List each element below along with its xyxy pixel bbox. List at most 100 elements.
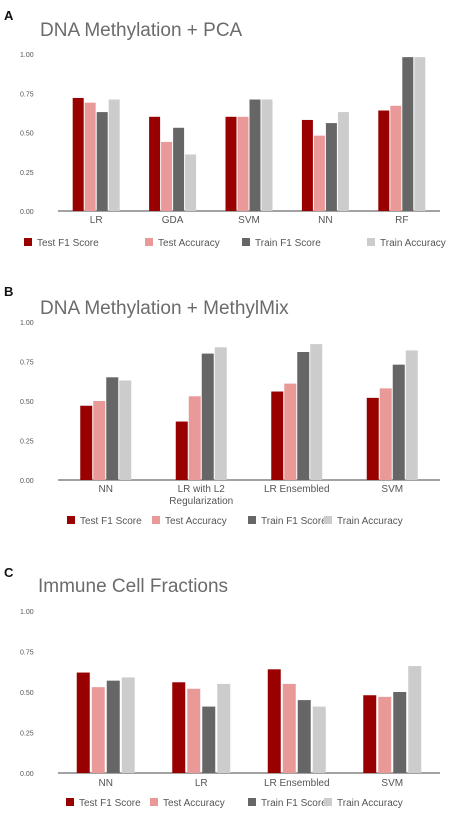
bar-test-accuracy [378,696,392,773]
bar-test-f1-score [366,397,379,480]
legend-swatch [248,798,256,806]
legend-label: Test F1 Score [79,798,141,809]
y-tick-label: 0.75 [20,91,34,98]
bar-test-f1-score [271,391,284,480]
bar-train-f1-score [297,352,310,480]
bar-test-f1-score [149,116,161,211]
bar-train-f1-score [402,57,414,211]
bar-train-accuracy [119,380,132,480]
bar-train-accuracy [121,677,135,773]
bar-train-accuracy [261,99,273,211]
y-tick-label: 1.00 [20,52,34,59]
legend-swatch [24,238,32,246]
bar-test-f1-score [80,405,93,480]
x-tick-label: LR Ensembled [264,484,330,495]
legend-label: Test Accuracy [163,798,225,809]
panel-letter-b: B [4,284,14,299]
x-tick-label: NN [99,778,113,789]
y-tick-label: 0.25 [20,439,34,446]
y-tick-label: 0.00 [20,771,34,778]
bar-train-accuracy [414,57,426,211]
x-tick-label: RF [395,215,408,226]
x-tick-label: SVM [238,215,260,226]
legend-label: Train F1 Score [261,516,327,527]
legend-label: Train Accuracy [337,798,403,809]
y-tick-label: 0.00 [20,478,34,485]
y-tick-label: 0.75 [20,650,34,657]
bar-train-f1-score [106,680,120,773]
bar-train-f1-score [201,353,214,480]
bar-train-f1-score [297,700,311,773]
legend-swatch [324,798,332,806]
y-tick-label: 0.50 [20,399,34,406]
bar-test-f1-score [76,672,90,773]
y-tick-label: 1.00 [20,320,34,327]
bar-test-accuracy [379,388,392,480]
bar-test-f1-score [172,682,186,773]
panel-letter-a: A [4,8,14,23]
y-tick-label: 0.50 [20,131,34,138]
legend-label: Test F1 Score [37,238,99,249]
bar-test-accuracy [284,383,297,480]
chart-b: 0.00 0.25 0.50 0.75 1.00 NN LR with L2Regulari… [20,320,440,527]
bar-train-accuracy [408,666,422,773]
bar-test-f1-score [301,119,313,211]
x-tick-label: Regularization [169,496,233,507]
y-tick-label: 0.75 [20,360,34,367]
bar-test-f1-score [363,695,377,773]
bar-train-accuracy [405,350,418,480]
bar-test-f1-score [175,421,188,480]
x-tick-label: GDA [162,215,184,226]
legend-swatch [66,798,74,806]
chart-title-a: DNA Methylation + PCA [40,20,243,41]
bar-test-accuracy [282,683,296,773]
x-tick-label: LR [90,215,103,226]
legend-label: Test Accuracy [165,516,227,527]
legend-label: Train Accuracy [337,516,403,527]
bar-train-f1-score [393,692,407,773]
chart-title-b: DNA Methylation + MethylMix [40,298,289,319]
bar-test-accuracy [188,396,201,480]
bar-test-accuracy [91,687,105,773]
bar-test-accuracy [84,102,96,211]
legend-swatch [242,238,250,246]
x-tick-label: LR Ensembled [264,778,330,789]
bar-train-accuracy [310,344,323,480]
bar-test-f1-score [267,669,281,773]
chart-a: 0.00 0.25 0.50 0.75 1.00 LR GDA SVM NN RF Test F1 … [20,52,446,249]
x-tick-label: NN [99,484,113,495]
legend-swatch [67,516,75,524]
y-tick-label: 0.00 [20,209,34,216]
legend-label: Train F1 Score [255,238,321,249]
x-tick-label: LR [195,778,208,789]
legend-swatch [367,238,375,246]
legend-label: Train F1 Score [261,798,327,809]
legend-label: Train Accuracy [380,238,446,249]
bar-test-f1-score [72,97,84,211]
bar-test-accuracy [237,116,249,211]
legend-swatch [145,238,153,246]
chart-title-c: Immune Cell Fractions [38,576,229,597]
legend-swatch [150,798,158,806]
x-tick-label: LR with L2 [178,484,226,495]
bar-test-accuracy [187,688,201,773]
bar-train-f1-score [392,364,405,480]
y-tick-label: 0.50 [20,690,34,697]
bar-train-accuracy [108,99,120,211]
legend-swatch [324,516,332,524]
bar-train-accuracy [185,154,197,211]
legend-label: Test F1 Score [80,516,142,527]
bar-test-accuracy [93,401,106,480]
bar-test-accuracy [390,105,402,211]
bar-train-accuracy [217,683,231,773]
bar-train-f1-score [96,112,108,211]
bar-train-f1-score [106,377,119,480]
bar-train-accuracy [214,347,227,480]
bar-train-f1-score [249,99,261,211]
bar-train-accuracy [337,112,349,211]
legend-label: Test Accuracy [158,238,220,249]
x-tick-label: SVM [381,778,403,789]
bar-test-f1-score [225,116,237,211]
bar-test-f1-score [378,110,390,211]
